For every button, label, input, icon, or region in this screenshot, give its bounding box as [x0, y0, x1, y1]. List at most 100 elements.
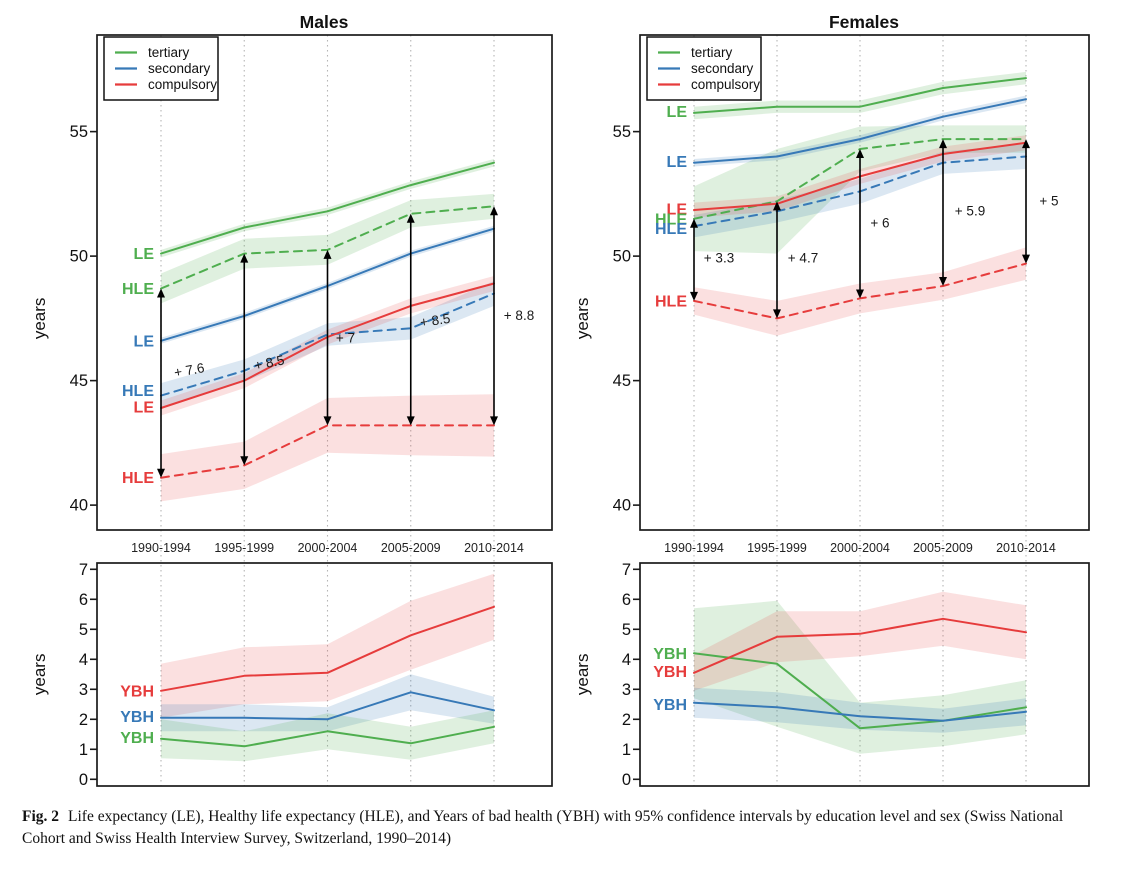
series-line-LE-tertiary: [693, 77, 1027, 114]
y-tick-label: 55: [70, 123, 88, 141]
y-axis-title: years: [573, 654, 592, 696]
y-tick-label: 1: [79, 741, 88, 759]
arrowhead-up: [240, 253, 249, 263]
ci-band-YBH-compulsory: [694, 591, 1026, 691]
line-label-hle-tertiary: HLE: [122, 281, 154, 298]
caption-label: Fig. 2: [22, 808, 60, 825]
y-axis-title: years: [30, 298, 49, 340]
x-axis-label: 2000-2004: [298, 541, 358, 555]
arrow-difference-label: + 7.6: [173, 360, 206, 380]
y-tick-label: 55: [613, 123, 631, 141]
y-tick-label: 40: [613, 497, 631, 515]
line-label-le-compulsory: LE: [667, 201, 688, 218]
arrowhead-up: [490, 206, 498, 216]
line-label-le-tertiary: LE: [134, 246, 155, 263]
arrowhead-down: [323, 416, 332, 426]
legend-item-label: tertiary: [148, 45, 190, 60]
line-label-ybh-tertiary: YBH: [120, 730, 154, 747]
arrowhead-up: [323, 249, 332, 259]
y-axis-title: years: [30, 654, 49, 696]
arrowhead-down: [240, 456, 249, 466]
y-tick-label: 7: [79, 561, 88, 579]
panel-males-le-hle: + 7.6 + 8.5+ 7+ 8.5 + 8.8LEHLELEHLELEHLE40…: [30, 12, 553, 531]
arrow-difference-label: + 8.5: [419, 311, 451, 330]
series-line-YBH-tertiary: [160, 725, 495, 748]
line-label-ybh-secondary: YBH: [653, 697, 687, 714]
y-tick-label: 5: [79, 621, 88, 639]
x-axis-label: 1990-1994: [664, 541, 724, 555]
x-axis-label: 2005-2009: [381, 541, 441, 555]
panel-title-females: Females: [829, 12, 899, 32]
line-label-le-tertiary: LE: [667, 104, 688, 121]
arrow-difference-label: + 8.8: [504, 308, 534, 323]
x-axis-label: 2000-2004: [830, 541, 890, 555]
panel-females-le-hle: + 3.3 + 4.7+ 6+ 5.9+ 5LELELEHLEHLEHLE4045…: [573, 12, 1090, 531]
arrow-difference-label: + 8.5: [253, 352, 286, 373]
panel-border: [96, 562, 553, 787]
y-tick-label: 1: [622, 741, 631, 759]
arrow-difference-label: + 6: [870, 216, 889, 231]
series-line-YBH-tertiary: [693, 652, 1027, 730]
panel-border: [639, 562, 1090, 787]
arrowhead-up: [773, 201, 781, 211]
line-label-ybh-compulsory: YBH: [653, 664, 687, 681]
line-label-ybh-compulsory: YBH: [120, 683, 154, 700]
ci-band-LE-tertiary: [161, 159, 494, 258]
legend-item-label: secondary: [148, 61, 211, 76]
figure-caption: Fig. 2 Life expectancy (LE), Healthy life…: [22, 806, 1106, 850]
arrowhead-down: [856, 289, 864, 299]
series-line-YBH-compulsory: [160, 605, 495, 692]
arrow-difference-label: + 3.3: [704, 251, 734, 266]
line-label-hle-secondary: HLE: [122, 383, 154, 400]
arrowhead-up: [856, 149, 864, 159]
arrowhead-down: [939, 276, 947, 286]
legend-item-label: secondary: [691, 61, 754, 76]
y-tick-label: 45: [70, 372, 88, 390]
y-tick-label: 0: [79, 771, 88, 789]
ci-band-YBH-tertiary: [694, 600, 1026, 754]
line-label-hle-compulsory: HLE: [655, 293, 687, 310]
y-tick-label: 3: [622, 681, 631, 699]
line-label-hle-compulsory: HLE: [122, 470, 154, 487]
legend-item-label: compulsory: [148, 77, 217, 92]
line-label-le-compulsory: LE: [134, 399, 155, 416]
ci-band-LE-secondary: [694, 95, 1026, 167]
x-axis-labels: 1990-1994 1995-1999 2000-2004 2005-2009 2010…: [131, 541, 1056, 555]
panel-border: [96, 34, 553, 531]
x-axis-label: 2005-2009: [913, 541, 973, 555]
arrowhead-up: [1022, 139, 1030, 149]
line-label-ybh-secondary: YBH: [120, 709, 154, 726]
y-tick-label: 50: [613, 248, 631, 266]
y-tick-label: 45: [613, 372, 631, 390]
x-axis-label: 1990-1994: [131, 541, 191, 555]
arrowhead-down: [773, 309, 781, 319]
series-line-HLE-secondary: [160, 292, 495, 397]
x-axis-label: 2010-2014: [996, 541, 1056, 555]
ci-band-YBH-compulsory: [161, 573, 494, 718]
arrow-difference-label: + 7: [336, 330, 355, 345]
series-line-LE-tertiary: [160, 161, 495, 255]
y-tick-label: 7: [622, 561, 631, 579]
y-axis-title: years: [573, 298, 592, 340]
y-tick-label: 2: [79, 711, 88, 729]
y-tick-label: 0: [622, 771, 631, 789]
y-tick-label: 40: [70, 497, 88, 515]
line-label-le-secondary: LE: [667, 154, 688, 171]
arrowhead-down: [490, 416, 498, 426]
legend-item-label: tertiary: [691, 45, 733, 60]
legend-item-label: compulsory: [691, 77, 760, 92]
y-tick-label: 5: [622, 621, 631, 639]
series-line-HLE-tertiary: [693, 138, 1027, 220]
x-axis-label: 1995-1999: [747, 541, 807, 555]
y-tick-label: 6: [622, 591, 631, 609]
y-tick-label: 6: [79, 591, 88, 609]
arrowhead-down: [157, 468, 165, 478]
y-tick-label: 50: [70, 248, 88, 266]
y-tick-label: 2: [622, 711, 631, 729]
series-line-YBH-compulsory: [693, 617, 1027, 674]
ci-band-YBH-tertiary: [161, 710, 494, 762]
arrow-difference-label: + 5: [1039, 193, 1058, 208]
arrow-difference-label: + 4.7: [788, 251, 818, 266]
